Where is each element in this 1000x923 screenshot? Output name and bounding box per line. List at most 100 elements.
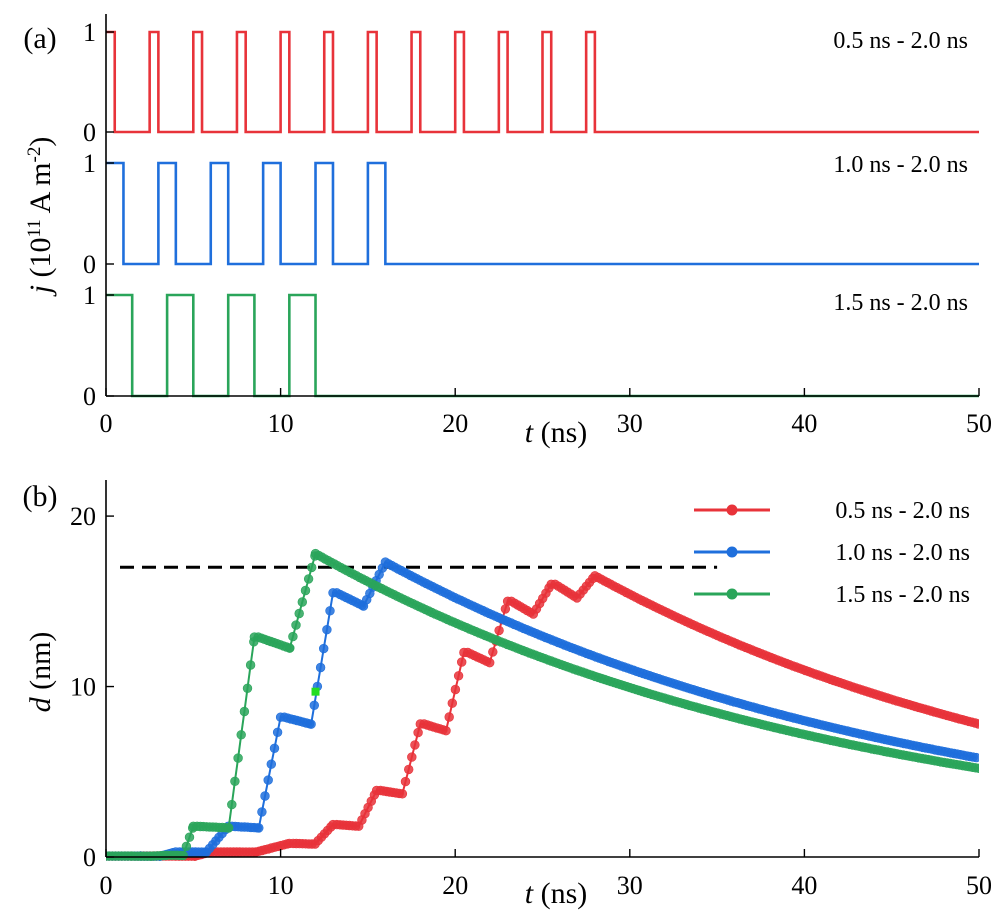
y-axis-title-var: d	[24, 696, 57, 712]
data-point	[397, 789, 408, 799]
data-point	[307, 562, 317, 573]
data-point	[260, 791, 270, 801]
data-point	[971, 752, 979, 763]
series-1	[106, 571, 979, 861]
legend-marker	[726, 504, 738, 516]
series-2	[106, 557, 979, 861]
pulse-annotation: 1.5 ns - 2.0 ns	[833, 290, 968, 316]
data-point	[453, 671, 464, 681]
pulse-line-1	[106, 30, 979, 134]
pulse-train-2: 0 1 1.0 ns - 2.0 ns	[83, 149, 979, 279]
panel-label-b: (b)	[23, 480, 58, 513]
data-point	[266, 759, 276, 769]
data-point	[447, 698, 457, 708]
data-point	[457, 657, 467, 667]
y-axis-title-part: 11	[24, 219, 45, 237]
y-axis-title-unit: (nm)	[24, 632, 57, 698]
y-tick-label: 0	[83, 250, 96, 279]
x-axis-title-var: t	[525, 416, 534, 449]
data-point	[441, 725, 451, 736]
data-point	[236, 730, 246, 740]
x-tick-label: 10	[268, 409, 294, 438]
pulse-train-3: 0 1 1.5 ns - 2.0 ns	[83, 281, 979, 411]
highlight-marker	[311, 687, 320, 696]
data-point	[285, 643, 295, 653]
y-tick-label: 20	[70, 502, 96, 531]
plot-area-b	[106, 548, 979, 861]
x-axis-title-unit: (ns)	[533, 416, 587, 449]
y-axis-title-b: d (nm)	[24, 632, 57, 713]
data-point	[242, 683, 253, 693]
panel-b: 0 10 20 30 40 50 0 10 20 t (ns) d (nm) (b) 0.5 ns - …	[23, 480, 992, 910]
legend-marker	[726, 546, 738, 558]
y-tick-label: 1	[83, 281, 96, 310]
data-point	[263, 775, 273, 785]
x-tick-label: 40	[791, 409, 817, 438]
series-line-1	[106, 574, 979, 858]
y-axis-title-a: j (1011 A m-2)	[24, 137, 58, 298]
data-point	[485, 657, 495, 668]
y-tick-label: 1	[83, 18, 96, 47]
legend: 0.5 ns - 2.0 ns 1.0 ns - 2.0 ns 1.5 ns - 2…	[694, 498, 970, 608]
data-point	[450, 684, 461, 695]
legend-label: 1.0 ns - 2.0 ns	[835, 540, 970, 566]
data-point	[306, 719, 316, 729]
y-tick-label: 0	[83, 118, 96, 147]
x-tick-label: 20	[442, 871, 468, 900]
data-point	[184, 832, 195, 842]
data-point	[319, 643, 329, 654]
pulse-annotation: 0.5 ns - 2.0 ns	[833, 28, 968, 54]
data-point	[407, 752, 417, 762]
x-tick-label: 50	[966, 871, 992, 900]
legend-item-2: 1.0 ns - 2.0 ns	[694, 540, 970, 566]
y-tick-label: 0	[83, 382, 96, 411]
data-point	[974, 763, 979, 773]
y-axis-title-part: j	[24, 285, 57, 297]
data-point	[223, 823, 234, 833]
data-point	[233, 753, 243, 763]
data-point	[494, 625, 504, 636]
y-tick-label: 0	[83, 843, 96, 872]
y-tick-label: 1	[83, 149, 96, 178]
pulse-train-1: 0 1 0.5 ns - 2.0 ns	[83, 18, 979, 147]
x-tick-label: 30	[617, 871, 643, 900]
data-point	[488, 647, 498, 657]
data-point	[303, 574, 314, 584]
data-point	[272, 727, 283, 737]
x-tick-label: 10	[268, 871, 294, 900]
x-tick-label: 50	[966, 409, 992, 438]
x-axis-title-unit: (ns)	[533, 877, 587, 910]
y-axis-title-part: A m	[24, 162, 57, 219]
y-tick-label: 10	[70, 673, 96, 702]
legend-label: 0.5 ns - 2.0 ns	[835, 498, 970, 524]
data-point	[309, 700, 319, 710]
legend-item-3: 1.5 ns - 2.0 ns	[694, 582, 970, 608]
data-point	[322, 624, 332, 635]
data-point	[230, 776, 240, 786]
data-point	[444, 712, 454, 722]
data-point	[239, 706, 250, 717]
y-axis-title-part: -2	[24, 147, 45, 163]
data-point	[315, 662, 326, 673]
legend-marker	[726, 588, 738, 600]
data-point	[254, 823, 264, 833]
data-point	[181, 841, 192, 851]
data-point	[291, 620, 301, 630]
data-point	[410, 740, 420, 750]
x-tick-label: 40	[791, 871, 817, 900]
legend-label: 1.5 ns - 2.0 ns	[835, 582, 970, 608]
data-point	[297, 597, 307, 607]
data-point	[227, 799, 237, 810]
x-axis-title-var: t	[525, 877, 534, 910]
data-point	[325, 606, 335, 616]
pulse-annotation: 1.0 ns - 2.0 ns	[833, 152, 968, 178]
x-tick-label: 20	[442, 409, 468, 438]
data-point	[269, 743, 280, 753]
panel-label-a: (a)	[23, 22, 56, 55]
data-point	[178, 850, 188, 861]
x-tick-label: 0	[100, 409, 113, 438]
data-point	[404, 764, 414, 775]
x-axis-title-b: t (ns)	[525, 877, 588, 910]
